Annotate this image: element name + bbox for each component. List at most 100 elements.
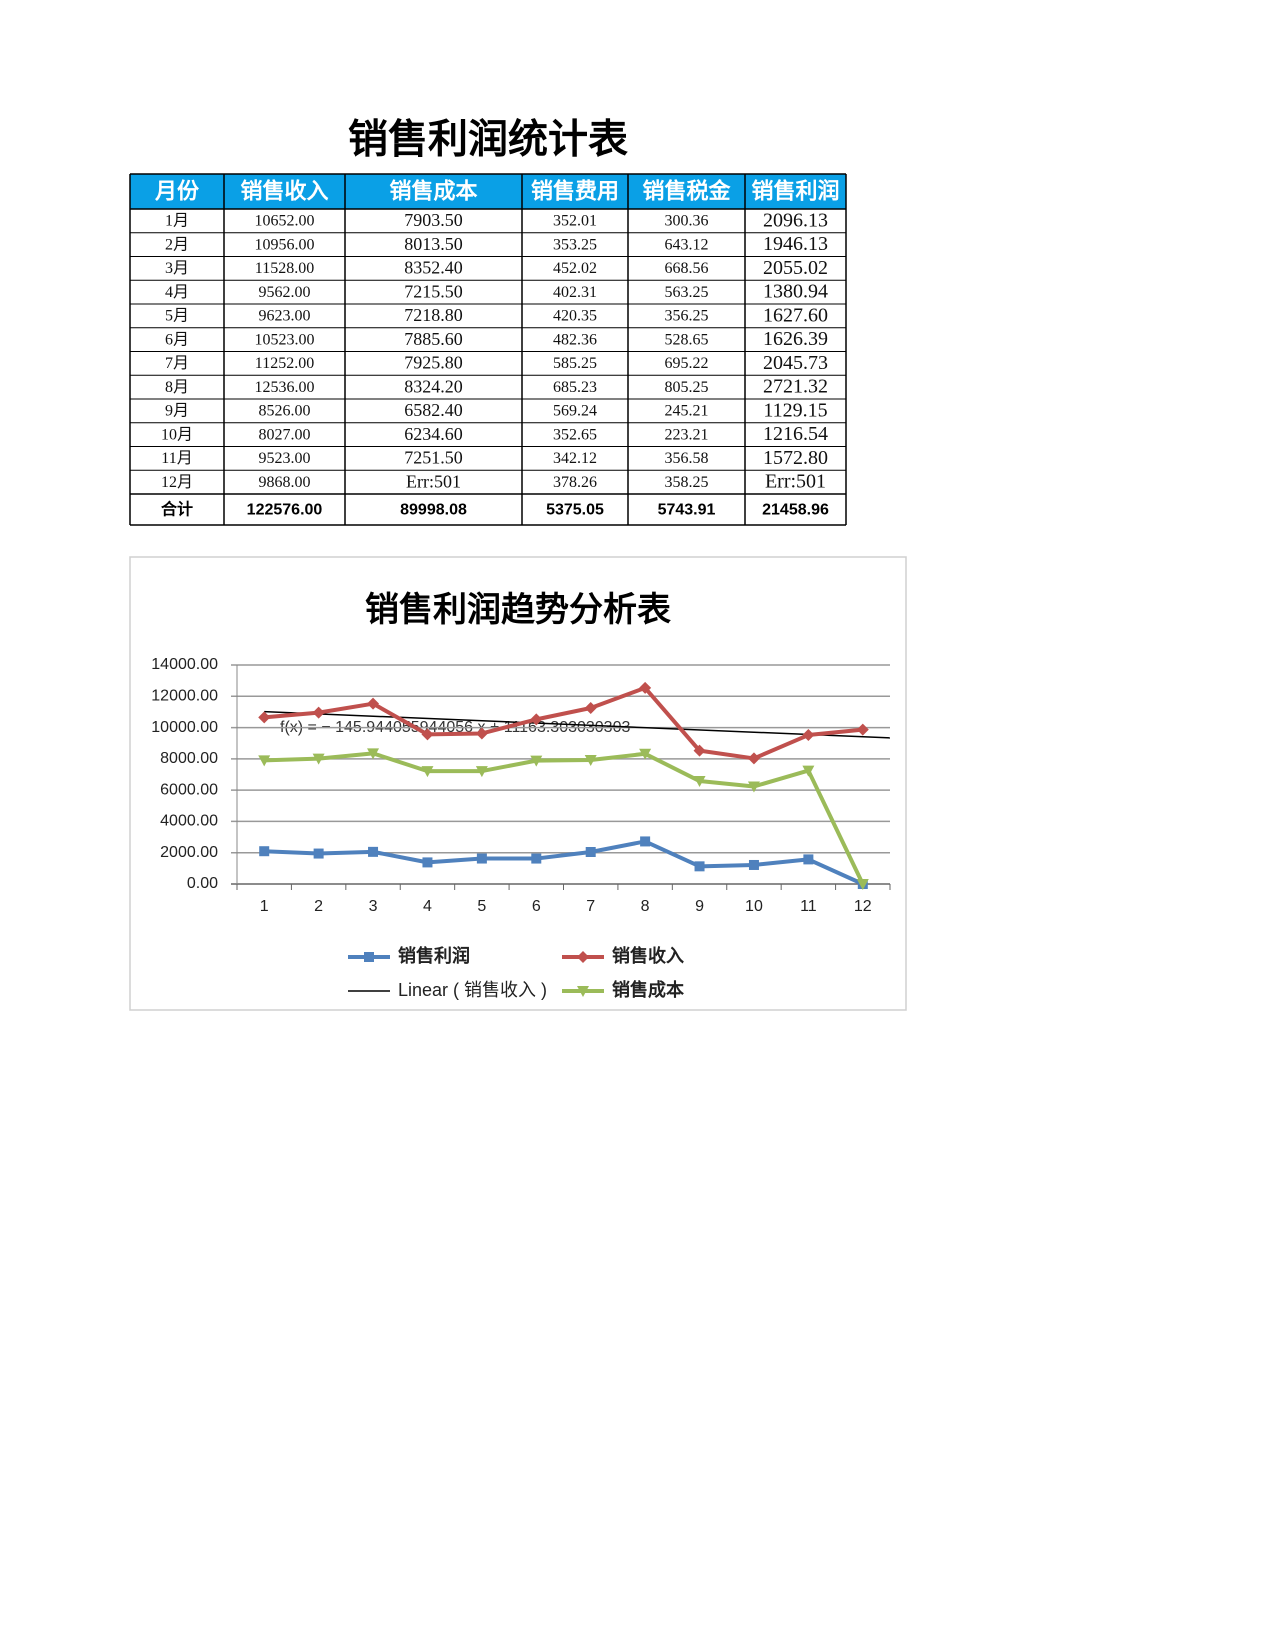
header-text: 销售利润 xyxy=(751,178,839,203)
marker xyxy=(422,857,433,868)
marker xyxy=(747,752,760,765)
legend-label: Linear ( 销售收入 ) xyxy=(398,980,547,1000)
marker xyxy=(367,697,380,710)
cell-text: 8月 xyxy=(165,379,189,396)
cell-text: 358.25 xyxy=(665,474,709,491)
cell-text: 6582.40 xyxy=(404,400,463,420)
cell-text: 643.12 xyxy=(665,236,709,253)
marker xyxy=(584,755,597,767)
cell-text: 11月 xyxy=(161,450,192,467)
marker xyxy=(856,879,869,890)
marker xyxy=(421,766,434,778)
y-tick-label: 6000.00 xyxy=(160,781,218,798)
trendline xyxy=(264,710,891,739)
cell-text: 1216.54 xyxy=(763,423,828,445)
marker xyxy=(640,836,651,847)
cell-text: 5月 xyxy=(165,308,189,325)
x-tick-label: 5 xyxy=(477,898,486,915)
marker xyxy=(364,952,374,962)
total-text: 合计 xyxy=(161,500,193,519)
cell-text: 1626.39 xyxy=(763,328,828,350)
cell-text: 8526.00 xyxy=(259,403,311,420)
cell-text: 352.01 xyxy=(553,213,597,230)
marker xyxy=(530,713,543,726)
cell-text: 300.36 xyxy=(665,213,709,230)
header-cell xyxy=(224,174,345,209)
total-text: 5743.91 xyxy=(658,502,716,519)
marker xyxy=(639,681,652,694)
marker xyxy=(584,701,597,714)
marker xyxy=(585,846,596,857)
cell-text: 12536.00 xyxy=(255,379,315,396)
marker xyxy=(258,711,271,724)
total-text: 21458.96 xyxy=(762,502,829,519)
marker xyxy=(476,853,487,864)
cell-text: Err:501 xyxy=(406,471,461,491)
marker xyxy=(748,859,759,870)
marker xyxy=(475,766,488,778)
cell-text: 8324.20 xyxy=(404,376,463,396)
cell-text: 685.23 xyxy=(553,379,597,396)
series-line xyxy=(264,751,865,885)
table-title: 销售利润统计表 xyxy=(348,118,628,162)
marker xyxy=(368,846,379,857)
x-tick-label: 1 xyxy=(260,898,269,915)
total-text: 5375.05 xyxy=(546,502,604,519)
cell-text: 356.25 xyxy=(665,308,709,325)
cell-text: 2096.13 xyxy=(763,209,828,231)
marker xyxy=(802,729,815,742)
cell-text: 223.21 xyxy=(665,426,709,443)
cell-text: 245.21 xyxy=(665,403,709,420)
x-tick-label: 3 xyxy=(369,898,378,915)
header-cell xyxy=(522,174,628,209)
series-line xyxy=(264,685,863,761)
marker xyxy=(313,848,324,859)
x-tick-label: 7 xyxy=(586,898,595,915)
legend-label: 销售成本 xyxy=(612,979,684,1000)
cell-text: 11528.00 xyxy=(255,260,314,277)
cell-text: 402.31 xyxy=(553,284,597,301)
chart-frame xyxy=(129,556,907,1011)
cell-text: 7月 xyxy=(165,355,189,372)
marker xyxy=(802,765,815,777)
cell-text: 12月 xyxy=(161,474,193,491)
cell-text: 7251.50 xyxy=(404,448,463,468)
cell-text: 7218.80 xyxy=(404,305,463,325)
cell-text: 7885.60 xyxy=(404,329,463,349)
cell-text: 2055.02 xyxy=(763,257,828,279)
cell-text: 1月 xyxy=(165,213,189,230)
cell-text: 482.36 xyxy=(553,331,597,348)
cell-text: 569.24 xyxy=(553,403,597,420)
cell-text: 11252.00 xyxy=(255,355,314,372)
cell-text: 1627.60 xyxy=(763,304,828,326)
marker xyxy=(747,781,760,793)
marker xyxy=(694,861,705,872)
cell-text: 378.26 xyxy=(553,474,597,491)
marker xyxy=(693,776,706,788)
legend-label: 销售利润 xyxy=(398,945,470,966)
cell-text: 695.22 xyxy=(665,355,709,372)
cell-text: 4月 xyxy=(165,284,189,301)
header-text: 月份 xyxy=(154,178,200,203)
marker xyxy=(367,748,380,760)
header-cell xyxy=(130,174,224,209)
cell-text: 2045.73 xyxy=(763,352,828,374)
header-cell xyxy=(628,174,745,209)
marker xyxy=(475,727,488,740)
marker xyxy=(577,951,589,963)
cell-text: 7925.80 xyxy=(404,353,463,373)
chart-title: 销售利润趋势分析表 xyxy=(365,591,671,629)
cell-text: 9523.00 xyxy=(259,450,311,467)
cell-text: 10956.00 xyxy=(255,236,315,253)
cell-text: 353.25 xyxy=(553,236,597,253)
cell-text: 528.65 xyxy=(665,331,709,348)
x-tick-label: 8 xyxy=(641,898,650,915)
cell-text: 668.56 xyxy=(665,260,709,277)
x-tick-label: 2 xyxy=(314,898,323,915)
header-cell xyxy=(745,174,846,209)
cell-text: 8352.40 xyxy=(404,258,463,278)
marker xyxy=(258,755,271,767)
cell-text: 9868.00 xyxy=(259,474,311,491)
